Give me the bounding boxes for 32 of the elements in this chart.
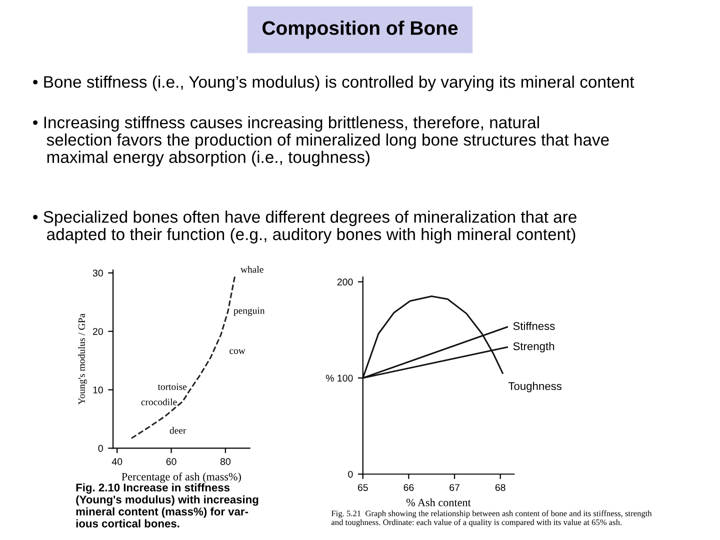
annotation: penguin [234, 307, 265, 316]
annotation: whale [240, 266, 264, 273]
y-axis-title: Young's modulus / GPa [78, 314, 87, 405]
y-tick-label: 10 [93, 386, 103, 394]
annotation: cow [230, 349, 246, 354]
caption: Fig. 2.10 Increase in stiffness (Young's modulus) with increasing mineral content (mass%) for var- ious cortical bones. [76, 483, 258, 528]
text: • Bone stiffness (i.e., Young’s modulus) is controlled by varying its mineral content [33, 76, 634, 92]
text: • Specialized bones often have different degrees of mineralization that are adapted to their function (e.g., auditory bones with high mineral content) [33, 210, 576, 244]
x-tick-label: 80 [220, 458, 230, 466]
y-tick-label: 200 [337, 278, 353, 286]
text: • Increasing stiffness causes increasing brittleness, therefore, natural selection favors the production of mineralized long bone structures that have maximal energy absorption (i.e., toughness) [33, 116, 609, 166]
series-label: Stiffness [513, 322, 555, 330]
y-tick-label: 0 [98, 444, 103, 452]
x-tick-label: 68 [495, 484, 506, 491]
x-tick-label: 66 [404, 484, 414, 491]
x-tick-label: 67 [450, 484, 460, 491]
annotation: tortoise [158, 383, 187, 390]
y-tick-label: 20 [92, 328, 103, 335]
y-tick-label: % 100 [326, 374, 353, 382]
series-label: Strength [513, 342, 554, 352]
x-tick-label: 65 [358, 484, 368, 491]
x-axis-title: Percentage of ash (mass%) [122, 472, 241, 483]
y-tick-label: 30 [92, 270, 103, 277]
series-label: Toughness [508, 382, 562, 392]
caption: Fig. 5.21 Graph showing the relationship between ash content of bone and its stiffness, strength and toughness. Ordinate: each value of a quality is compared with its value at 65% ash. [331, 510, 652, 527]
y-tick-label: 0 [348, 470, 353, 478]
annotation: crocodile [141, 398, 177, 406]
x-axis-title: % Ash content [406, 498, 471, 506]
annotation: deer [170, 426, 186, 434]
x-tick-label: 40 [112, 458, 122, 466]
text: Composition of Bone [262, 20, 458, 39]
x-tick-label: 60 [166, 458, 176, 466]
